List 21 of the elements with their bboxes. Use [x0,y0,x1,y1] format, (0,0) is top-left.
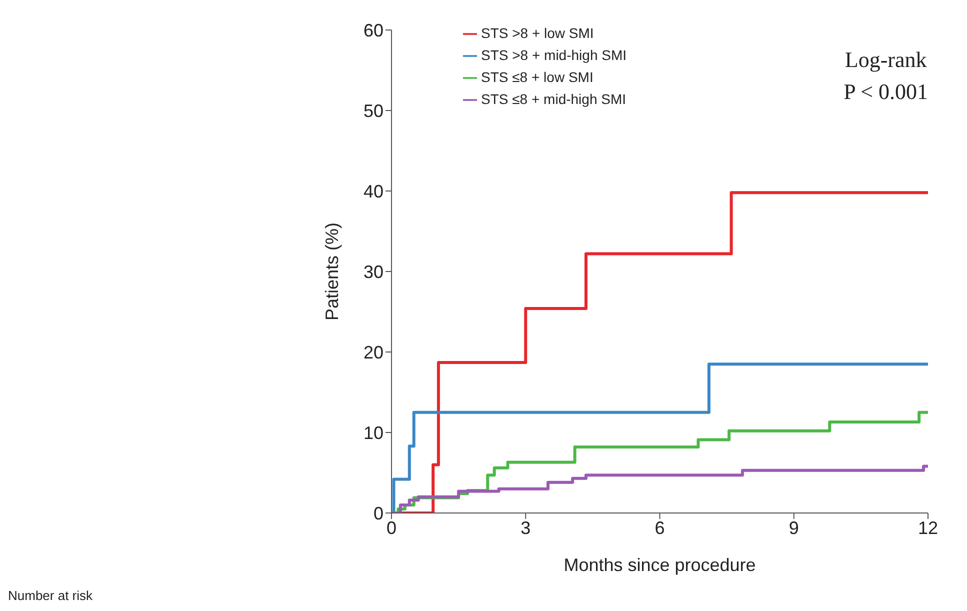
y-tick-label: 0 [374,503,384,524]
annotation: P < 0.001 [844,78,928,106]
x-tick-label: 9 [788,518,799,538]
legend-label: STS ≤8 + mid-high SMI [481,91,626,107]
text: Number at risk [8,588,93,603]
x-tick-label: 6 [654,518,665,538]
x-tick-label: 0 [386,518,397,538]
annotation: Log-rank [844,46,928,74]
y-tick-label: 40 [363,181,384,202]
y-tick-label: 30 [363,262,384,282]
y-axis-title: Patients (%) [322,222,342,321]
y-tick-label: 50 [363,100,384,121]
y-tick-label: 20 [363,342,384,362]
legend-label: STS >8 + low SMI [481,25,594,41]
y-tick-label: 10 [363,422,384,443]
x-tick-label: 3 [520,518,531,538]
x-axis-title: Months since procedure [564,555,756,575]
y-tick-label: 60 [363,20,384,40]
legend-label: STS >8 + mid-high SMI [481,47,627,63]
x-tick-label: 12 [918,518,938,538]
legend-label: STS ≤8 + low SMI [481,69,594,85]
